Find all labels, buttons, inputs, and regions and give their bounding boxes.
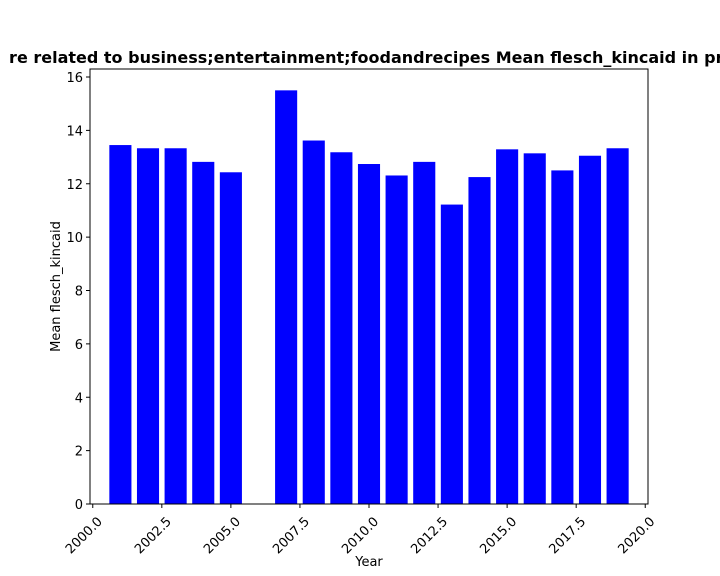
bar-2010 (357, 164, 381, 504)
y-tick-label: 2 (75, 445, 83, 460)
x-tick-label: 2007.5 (270, 514, 313, 557)
x-tick-label: 2015.0 (477, 514, 520, 557)
bars-group (109, 90, 629, 505)
bar-2005 (219, 172, 242, 504)
bar-2002 (136, 148, 160, 504)
y-tick-label: 6 (75, 338, 83, 353)
x-axis-label: Year (354, 555, 383, 570)
x-tick-label: 2002.5 (132, 514, 175, 557)
chart-title: re related to business;entertainment;foo… (9, 48, 720, 67)
x-tick-label: 2020.0 (616, 514, 659, 557)
bar-2015 (496, 149, 519, 504)
y-tick-label: 16 (66, 71, 83, 86)
y-tick-label: 10 (66, 231, 83, 246)
y-tick-label: 0 (75, 498, 83, 513)
x-axis-ticks: 2000.0 2002.5 2005.0 2007.5 2010.0 2012.5 2015… (63, 504, 658, 557)
bar-2007 (275, 90, 298, 504)
bar-2018 (578, 155, 602, 505)
bar-2001 (109, 145, 132, 504)
x-tick-label: 2012.5 (408, 514, 451, 557)
bar-2004 (192, 161, 215, 504)
bar-2003 (164, 148, 187, 504)
y-tick-label: 12 (66, 178, 83, 193)
y-axis-label: Mean flesch_kincaid (49, 221, 64, 352)
x-tick-label: 2010.0 (339, 514, 382, 557)
x-tick-label: 2000.0 (63, 514, 106, 557)
bar-2014 (468, 177, 491, 504)
y-tick-label: 4 (75, 391, 83, 406)
y-axis-ticks: 0 2 4 6 8 10 12 14 16 (66, 71, 90, 513)
bar-2011 (385, 175, 408, 505)
y-tick-label: 8 (75, 285, 83, 300)
bar-2019 (606, 148, 629, 504)
bar-2012 (413, 161, 436, 504)
bar-2013 (440, 204, 463, 504)
bar-2017 (551, 170, 574, 504)
bar-2008 (302, 140, 325, 504)
y-tick-label: 14 (66, 124, 83, 139)
x-tick-label: 2005.0 (201, 514, 244, 557)
bar-2016 (523, 153, 546, 504)
bar-2009 (330, 152, 353, 504)
x-tick-label: 2017.5 (546, 514, 589, 557)
